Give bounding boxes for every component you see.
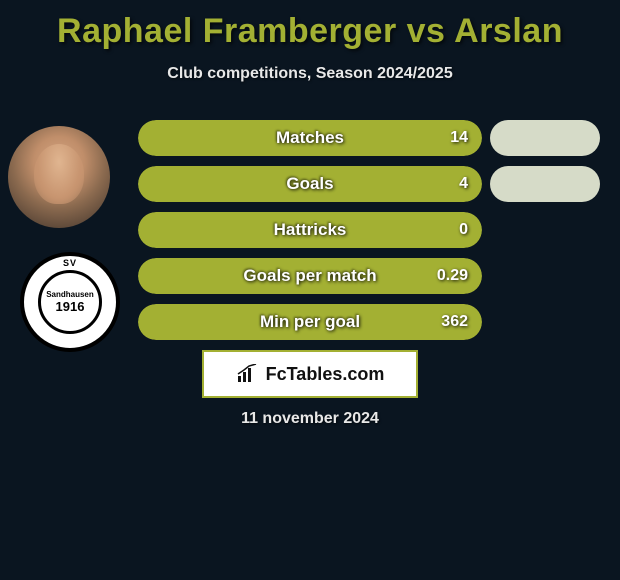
stat-row-mpg: Min per goal 362 xyxy=(138,304,482,340)
comparison-pill xyxy=(490,166,600,202)
badge-year: 1916 xyxy=(56,299,85,314)
right-pills xyxy=(490,120,600,212)
player-avatar xyxy=(8,126,110,228)
page-subtitle: Club competitions, Season 2024/2025 xyxy=(0,65,620,83)
stat-label: Min per goal xyxy=(138,312,482,332)
page-title: Raphael Framberger vs Arslan xyxy=(0,0,620,51)
bar-chart-icon xyxy=(236,364,258,384)
comparison-pill xyxy=(490,120,600,156)
logo-box[interactable]: FcTables.com xyxy=(202,350,418,398)
badge-inner: Sandhausen 1916 xyxy=(38,270,102,334)
stat-label: Goals xyxy=(138,174,482,194)
stat-label: Goals per match xyxy=(138,266,482,286)
stat-value: 4 xyxy=(459,175,468,193)
stat-value: 362 xyxy=(441,313,468,331)
date-text: 11 november 2024 xyxy=(0,410,620,428)
badge-mid-text: Sandhausen xyxy=(46,290,94,299)
stat-label: Matches xyxy=(138,128,482,148)
stat-row-goals: Goals 4 xyxy=(138,166,482,202)
stat-row-gpm: Goals per match 0.29 xyxy=(138,258,482,294)
stat-value: 14 xyxy=(450,129,468,147)
stat-value: 0 xyxy=(459,221,468,239)
stat-label: Hattricks xyxy=(138,220,482,240)
stat-row-hattricks: Hattricks 0 xyxy=(138,212,482,248)
logo-text: FcTables.com xyxy=(266,364,385,385)
club-badge: SV Sandhausen 1916 xyxy=(20,252,120,352)
stats-area: Matches 14 Goals 4 Hattricks 0 Goals per… xyxy=(138,120,482,350)
stat-value: 0.29 xyxy=(437,267,468,285)
stat-row-matches: Matches 14 xyxy=(138,120,482,156)
badge-top-text: SV xyxy=(24,258,116,268)
